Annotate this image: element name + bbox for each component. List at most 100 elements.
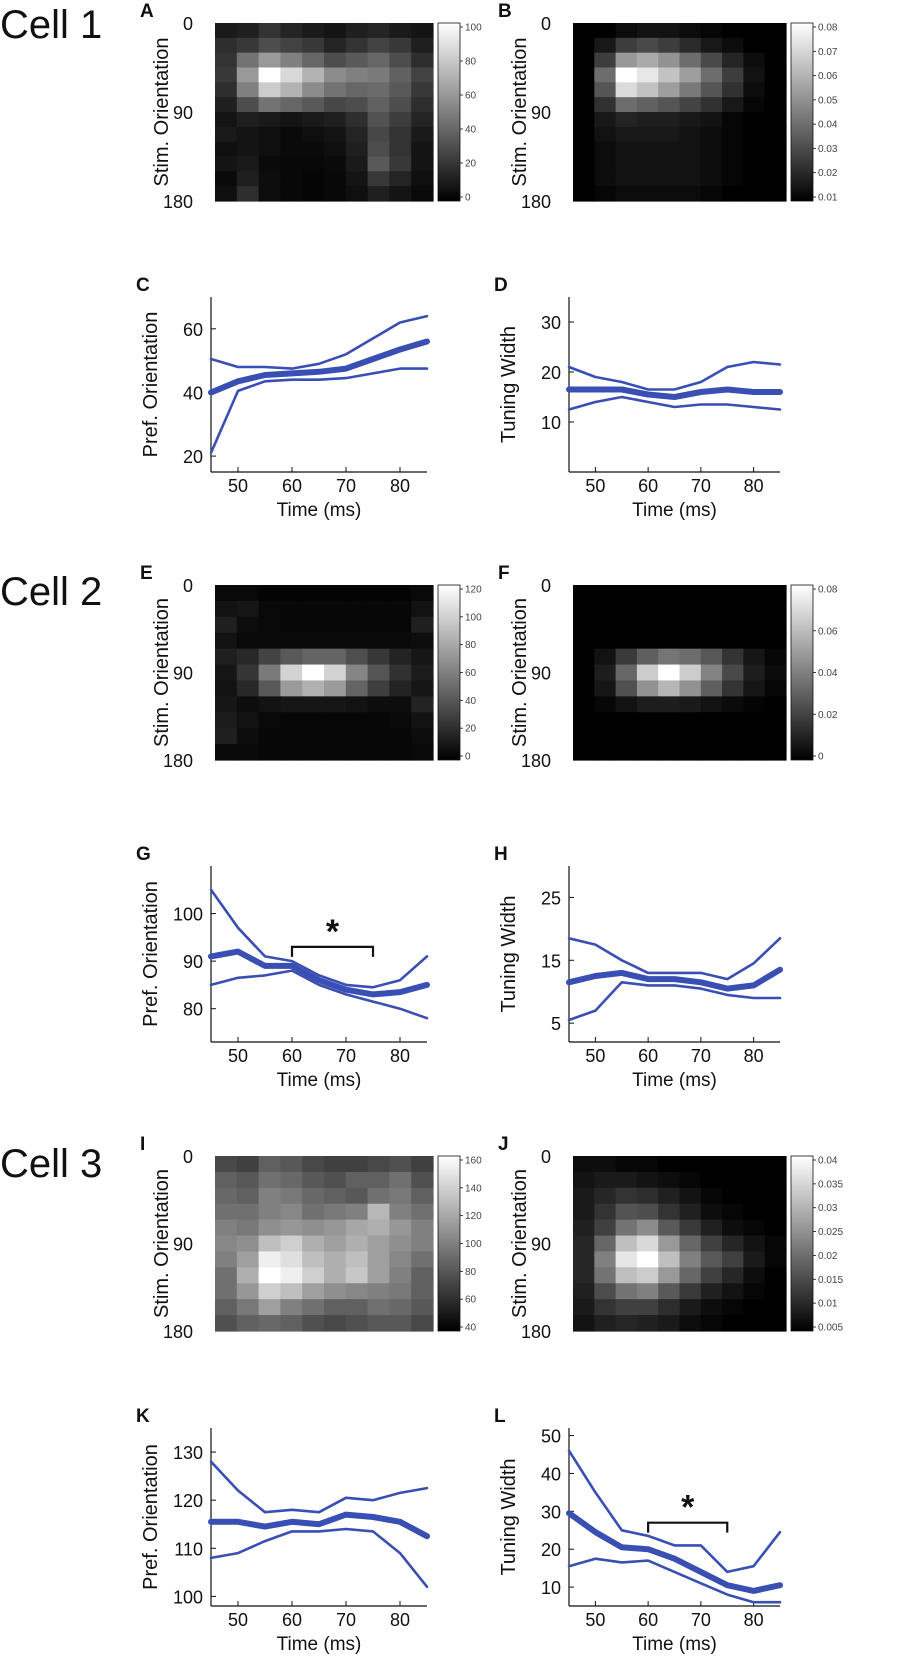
- series-line-upper: [567, 936, 782, 981]
- heatmap-cell: [594, 664, 617, 682]
- heatmap-cell: [258, 616, 281, 634]
- heatmap-cell: [236, 616, 260, 634]
- heatmap-cell: [345, 585, 369, 602]
- heatmap-cell: [302, 1171, 325, 1189]
- heatmap-cell: [324, 1219, 347, 1237]
- heatmap-cell: [764, 126, 787, 143]
- heatmap-cell: [324, 156, 347, 172]
- heatmap-cell: [764, 52, 787, 69]
- heatmap-cell: [594, 648, 617, 666]
- heatmap-cell: [594, 744, 617, 761]
- colorbar-tick-label: 60: [465, 668, 477, 679]
- heatmap-cell: [700, 1299, 723, 1316]
- heatmap-cell: [345, 616, 369, 634]
- heatmap-cell: [345, 186, 369, 202]
- heatmap-cell: [389, 156, 412, 172]
- heatmap-cell: [743, 664, 766, 682]
- heatmap-cell: [615, 37, 638, 54]
- significance-bracket: [290, 945, 375, 957]
- heatmap-cell: [573, 632, 595, 650]
- y-tick-label: 180: [163, 192, 193, 212]
- heatmap-cell: [215, 97, 238, 113]
- heatmap-cell: [280, 1203, 303, 1221]
- heatmap-cell: [324, 728, 347, 745]
- heatmap-cell: [302, 648, 325, 666]
- heatmap-cell: [722, 1219, 744, 1237]
- heatmap-cell: [722, 141, 744, 158]
- colorbar: [437, 22, 461, 202]
- heatmap-cell: [573, 664, 595, 682]
- heatmap-cell: [700, 616, 723, 634]
- heatmap-cell: [324, 1203, 347, 1221]
- y-axis-label: Stim. Orientation: [509, 1169, 531, 1318]
- heatmap-cell: [236, 141, 260, 158]
- heatmap-cell: [324, 744, 347, 761]
- heatmap-cell: [636, 112, 659, 128]
- y-tick-label: 15: [541, 951, 561, 971]
- heatmap-cell: [302, 1203, 325, 1221]
- heatmap-cell: [345, 141, 369, 158]
- colorbar: [790, 22, 814, 202]
- heatmap-cell: [594, 37, 617, 54]
- heatmap-cell: [215, 1203, 238, 1221]
- heatmap-cell: [324, 616, 347, 634]
- heatmap-cell: [258, 632, 281, 650]
- heatmap-cell: [411, 156, 434, 172]
- heatmap-cell: [636, 648, 659, 666]
- heatmap-cell: [215, 664, 238, 682]
- heatmap-cell: [743, 1251, 766, 1268]
- heatmap-cell: [573, 1283, 595, 1300]
- heatmap-cell: [743, 1283, 766, 1300]
- heatmap-cell: [636, 616, 659, 634]
- heatmap-cell: [594, 52, 617, 69]
- heatmap-cell: [594, 1171, 617, 1189]
- heatmap-cell: [573, 728, 595, 745]
- heatmap-cell: [367, 126, 390, 143]
- heatmap-cell: [280, 52, 303, 69]
- heatmap-cell: [324, 67, 347, 83]
- heatmap-cell: [700, 648, 723, 666]
- heatmap-cell: [700, 1171, 723, 1189]
- heatmap-cell: [636, 696, 659, 713]
- heatmap-cell: [324, 648, 347, 666]
- heatmap-cell: [367, 600, 390, 618]
- heatmap-cell: [389, 1156, 412, 1173]
- heatmap-cell: [594, 1219, 617, 1237]
- heatmap-cell: [367, 1203, 390, 1221]
- heatmap-cell: [615, 67, 638, 83]
- heatmap-cell: [615, 1283, 638, 1300]
- heatmap-cell: [594, 23, 617, 39]
- heatmap-cell: [615, 112, 638, 128]
- heatmap-cell: [700, 1219, 723, 1237]
- heatmap-cell: [411, 585, 434, 602]
- heatmap-cell: [722, 680, 744, 697]
- y-axis-label: Tuning Width: [498, 326, 520, 443]
- heatmap-cell: [764, 648, 787, 666]
- heatmap-cell: [302, 1283, 325, 1300]
- heatmap-cell: [215, 1267, 238, 1284]
- heatmap-cell: [615, 664, 638, 682]
- heatmap-cell: [679, 1315, 702, 1332]
- heatmap-cell: [411, 648, 434, 666]
- heatmap-cell: [215, 616, 238, 634]
- heatmap-cell: [700, 112, 723, 128]
- colorbar-tick-label: 40: [465, 1323, 477, 1334]
- heatmap-cell: [280, 97, 303, 113]
- heatmap-cell: [636, 126, 659, 143]
- heatmap-cell: [367, 141, 390, 158]
- panel-letter: E: [140, 563, 153, 584]
- heatmap-cell: [573, 744, 595, 761]
- heatmap-cell: [636, 156, 659, 172]
- y-tick-label: 5: [551, 1014, 561, 1034]
- heatmap-cell: [573, 156, 595, 172]
- heatmap-cell: [615, 97, 638, 113]
- heatmap-cell: [411, 744, 434, 761]
- heatmap-cell: [615, 680, 638, 697]
- heatmap-cell: [658, 37, 681, 54]
- heatmap-cell: [215, 585, 238, 602]
- heatmap-cell: [764, 696, 787, 713]
- heatmap-cell: [280, 696, 303, 713]
- heatmap-cell: [679, 37, 702, 54]
- heatmap-cell: [389, 1299, 412, 1316]
- heatmap-cell: [615, 1251, 638, 1268]
